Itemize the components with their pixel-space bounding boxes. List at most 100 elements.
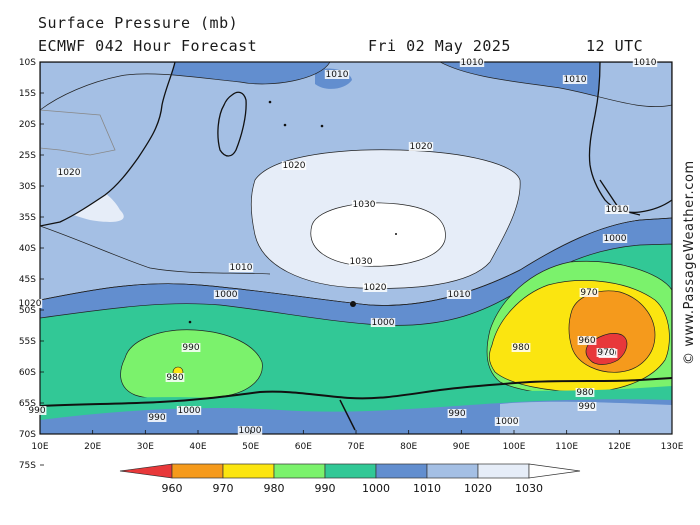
lon-label: 100E bbox=[503, 442, 526, 452]
forecast-time: 12 UTC bbox=[586, 37, 644, 55]
isobar-label-bg bbox=[511, 343, 531, 352]
band-980-990-west bbox=[120, 329, 263, 400]
lat-label: 35S bbox=[19, 213, 36, 223]
isobar-label-bg bbox=[17, 299, 43, 308]
legend-label: 980 bbox=[264, 482, 285, 495]
isobar-label: 970 bbox=[580, 288, 597, 298]
isobar-label-bg bbox=[237, 426, 263, 435]
isobar-label-bg bbox=[213, 290, 239, 299]
isobar-label: 1000 bbox=[372, 318, 395, 328]
isobar-label: 990 bbox=[28, 406, 45, 416]
isobar-label-bg bbox=[602, 234, 628, 243]
lon-label: 70E bbox=[347, 442, 364, 452]
lat-label: 65S bbox=[19, 399, 36, 409]
legend-labels: 960 970 980 990 1000 1010 1020 1030 bbox=[162, 482, 544, 495]
isobar-label: 1000 bbox=[239, 426, 262, 436]
lon-label: 20E bbox=[84, 442, 101, 452]
isobar-label-bg bbox=[362, 283, 388, 292]
isobar-label-bg bbox=[577, 336, 597, 345]
lon-label: 40E bbox=[189, 442, 206, 452]
madagascar bbox=[217, 91, 247, 157]
isobar-label-bg bbox=[147, 413, 167, 422]
lon-label: 80E bbox=[400, 442, 417, 452]
isobar-label-bg bbox=[562, 75, 588, 84]
isobar-label-bg bbox=[494, 417, 520, 426]
isobar-label: 980 bbox=[512, 343, 529, 353]
lat-label: 55S bbox=[19, 337, 36, 347]
isobar-label-bg bbox=[324, 70, 350, 79]
longitude-axis: 10E 20E 30E 40E 50E 60E 70E 80E 90E 100E 110E 120E 1… bbox=[31, 430, 684, 452]
lat-label: 15S bbox=[19, 89, 36, 99]
legend-label: 960 bbox=[162, 482, 183, 495]
isobar-label-bg bbox=[27, 406, 47, 415]
legend-label: 1020 bbox=[464, 482, 492, 495]
isobar-label-bg bbox=[446, 290, 472, 299]
lat-label: 60S bbox=[19, 368, 36, 378]
lat-label: 75S bbox=[19, 461, 36, 471]
legend-label: 1030 bbox=[515, 482, 543, 495]
lat-label: 70S bbox=[19, 430, 36, 440]
isobar-label: 1010 bbox=[326, 70, 349, 80]
lat-label: 10S bbox=[19, 58, 36, 68]
isobar-label-bg bbox=[181, 343, 201, 352]
isobar-label: 1010 bbox=[230, 263, 253, 273]
legend-label: 1010 bbox=[413, 482, 441, 495]
isobar-label-bg bbox=[281, 161, 307, 170]
isobar-label-bg bbox=[596, 348, 616, 357]
isobar-label: 990 bbox=[448, 409, 465, 419]
isobar-label: 1000 bbox=[604, 234, 627, 244]
isobar-label: 1000 bbox=[178, 406, 201, 416]
band-1030-plus bbox=[310, 202, 446, 267]
isobar-label-bg bbox=[575, 388, 595, 397]
isobar-label: 1020 bbox=[283, 161, 306, 171]
isobar-label: 980 bbox=[576, 388, 593, 398]
isobar-label: 1010 bbox=[448, 290, 471, 300]
isobar-label: 1020 bbox=[58, 168, 81, 178]
isobar-label-bg bbox=[348, 257, 374, 266]
lon-label: 120E bbox=[608, 442, 631, 452]
africa-landmass bbox=[40, 62, 176, 227]
antarctica-coast bbox=[40, 377, 672, 407]
latitude-axis: 10S 15S 20S 25S 30S 35S 40S 45S 50S 55S 60S 65S 70S 7… bbox=[19, 58, 44, 471]
lon-label: 110E bbox=[555, 442, 578, 452]
isobar-label-bg bbox=[632, 58, 658, 67]
isobar-label: 1010 bbox=[634, 58, 657, 68]
lat-label: 40S bbox=[19, 244, 36, 254]
isobar-label-bg bbox=[447, 409, 467, 418]
isobar-label-bg bbox=[165, 373, 185, 382]
isobar-label-bg bbox=[604, 205, 630, 214]
isobar-label-bg bbox=[408, 142, 434, 151]
model-run: ECMWF 042 Hour Forecast bbox=[38, 37, 258, 55]
isobar-label-bg bbox=[56, 168, 82, 177]
legend-label: 970 bbox=[213, 482, 234, 495]
isobar-label: 990 bbox=[578, 402, 595, 412]
lon-label: 10E bbox=[31, 442, 48, 452]
lon-label: 90E bbox=[453, 442, 470, 452]
isobar-label: 1030 bbox=[350, 257, 373, 267]
isobar-labels: 1030 1030 1020 1020 1020 1020 1020 1010 1010 1010… bbox=[17, 58, 658, 436]
isobar-label-bg bbox=[351, 200, 377, 209]
isobar-label: 990 bbox=[182, 343, 199, 353]
forecast-date: Fri 02 May 2025 bbox=[368, 37, 511, 55]
isobar-label: 1000 bbox=[215, 290, 238, 300]
lat-label: 30S bbox=[19, 182, 36, 192]
isobar-label: 1020 bbox=[410, 142, 433, 152]
isobar-label-bg bbox=[577, 402, 597, 411]
isobar-label: 1010 bbox=[606, 205, 629, 215]
isobar-label: 970 bbox=[597, 348, 614, 358]
legend-label: 990 bbox=[315, 482, 336, 495]
isobar-label: 1020 bbox=[19, 299, 42, 309]
isobar-label-bg bbox=[579, 288, 599, 297]
lat-label: 45S bbox=[19, 275, 36, 285]
isobar-label-bg bbox=[370, 318, 396, 327]
pressure-legend bbox=[119, 463, 581, 479]
isobar-label: 990 bbox=[148, 413, 165, 423]
pressure-fill-layer bbox=[40, 62, 672, 434]
legend-swatch-lowest bbox=[119, 463, 173, 479]
map-title: Surface Pressure (mb) bbox=[38, 14, 239, 32]
legend-swatch-highest bbox=[528, 463, 581, 479]
isobar-label-bg bbox=[176, 406, 202, 415]
lat-label: 50S bbox=[19, 306, 36, 316]
isobar-label: 960 bbox=[578, 336, 595, 346]
